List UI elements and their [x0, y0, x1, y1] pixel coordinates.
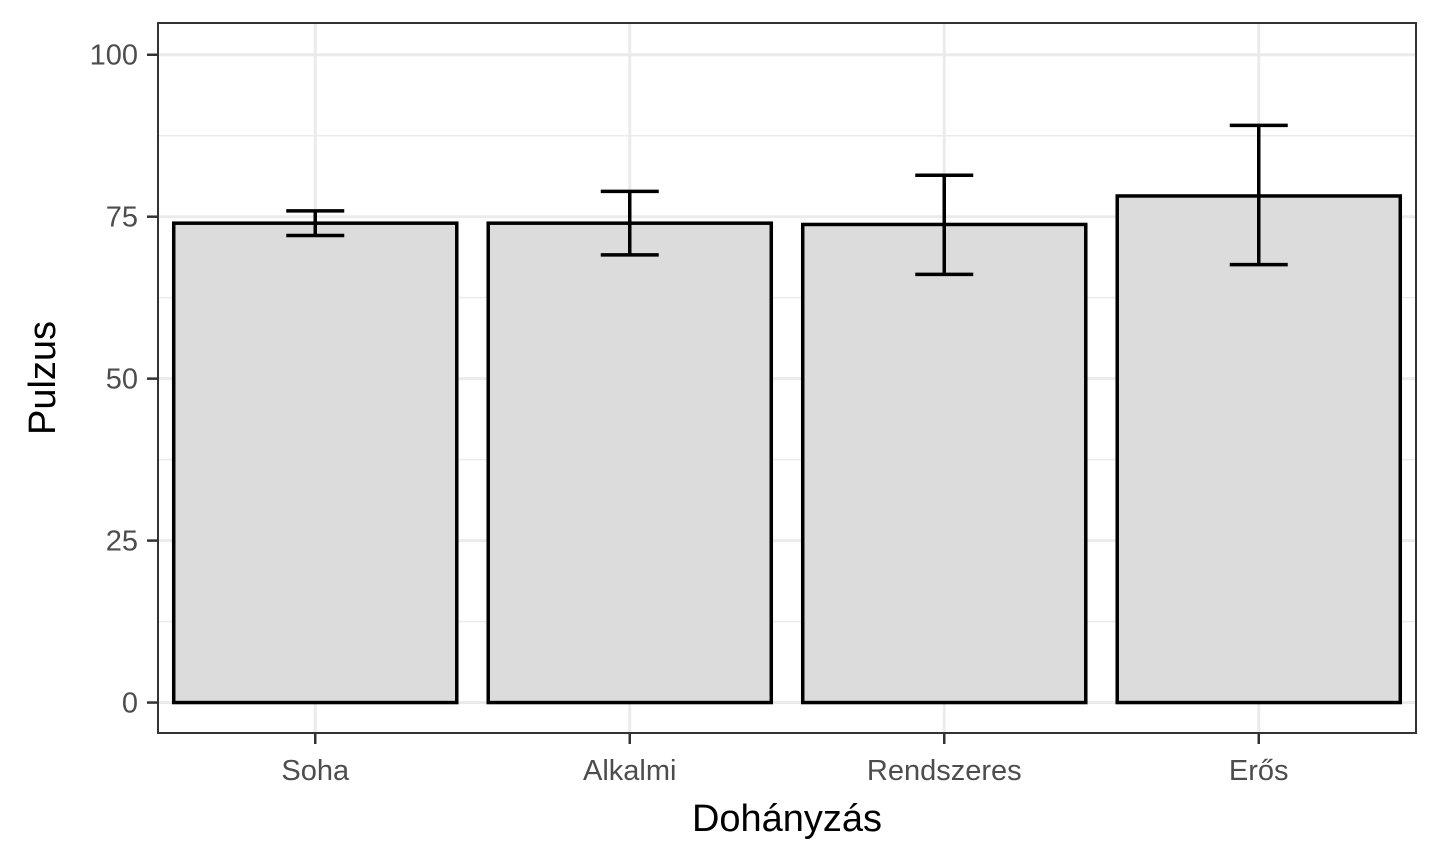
error-bar — [600, 189, 659, 257]
bars — [171, 194, 1403, 705]
y-tick-label: 75 — [106, 202, 138, 234]
y-tick-label: 50 — [106, 364, 138, 396]
bar-rendszeres — [800, 222, 1088, 705]
bar-alkalmi — [486, 221, 774, 705]
error-bars — [286, 123, 1288, 277]
x-tick-label: Erős — [1229, 755, 1289, 787]
x-axis: Soha Alkalmi Rendszeres Erős — [281, 733, 1289, 787]
error-bar — [1229, 123, 1288, 267]
y-tick-label: 25 — [106, 526, 138, 558]
y-axis-title: Pulzus — [22, 321, 64, 435]
y-axis: 0 25 50 75 100 — [90, 40, 158, 720]
x-tick-label: Rendszeres — [867, 755, 1022, 787]
bar-soha — [171, 221, 459, 705]
x-axis-title: Dohányzás — [692, 798, 882, 840]
error-bar — [286, 209, 345, 238]
bar-erős — [1115, 194, 1403, 705]
x-tick-label: Alkalmi — [583, 755, 676, 787]
y-tick-label: 0 — [122, 688, 138, 720]
error-bar — [915, 173, 974, 277]
y-tick-label: 100 — [90, 40, 138, 72]
x-tick-label: Soha — [281, 755, 350, 787]
